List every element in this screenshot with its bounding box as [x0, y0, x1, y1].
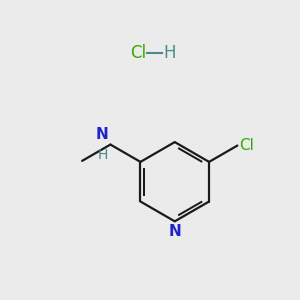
Text: H: H: [98, 148, 108, 161]
Text: N: N: [168, 224, 181, 239]
Text: H: H: [163, 44, 175, 62]
Text: Cl: Cl: [239, 138, 254, 153]
Text: N: N: [96, 127, 108, 142]
Text: Cl: Cl: [130, 44, 146, 62]
